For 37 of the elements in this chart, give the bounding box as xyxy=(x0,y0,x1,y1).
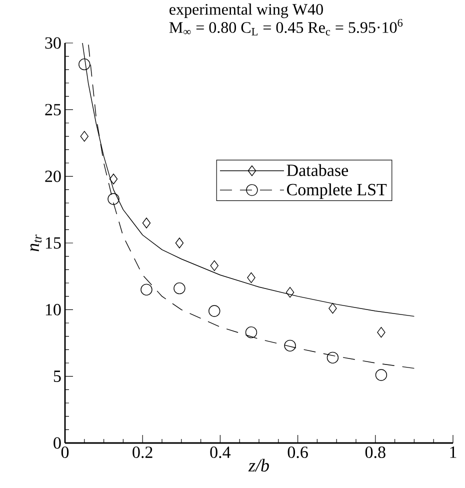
point xyxy=(245,326,258,338)
point xyxy=(174,282,186,294)
x-tick-label: 0.6 xyxy=(288,446,308,458)
point xyxy=(284,340,296,352)
y-tick-label: 5 xyxy=(54,370,61,382)
x-tick-label: 0 xyxy=(61,446,69,458)
y-tick-label: 30 xyxy=(45,37,61,49)
x-axis-title: z/b xyxy=(248,458,269,472)
y-tick-label: 20 xyxy=(45,170,61,182)
point xyxy=(80,130,88,142)
point xyxy=(328,302,337,314)
point xyxy=(326,352,339,364)
point xyxy=(78,58,90,70)
legend-label: Complete LST xyxy=(287,183,387,199)
y-tick-label: 25 xyxy=(45,104,61,116)
point xyxy=(210,260,218,272)
legend-label: Database xyxy=(286,164,348,176)
point xyxy=(109,174,118,184)
chart-subtitle: M$_{∞}$ = 0.80 C$_{L}$ = 0.45 Re$_{c}$ = 5.95·10$^{6}$ xyxy=(169,19,403,36)
point xyxy=(142,218,151,228)
x-tick-label: 0.8 xyxy=(365,446,386,458)
point xyxy=(375,369,388,381)
point xyxy=(286,286,294,298)
chart-title: experimental wing W40 xyxy=(170,4,323,18)
point xyxy=(108,193,120,205)
point xyxy=(140,284,152,296)
y-axis-title: n$_{tr}$ xyxy=(30,234,42,252)
x-tick-label: 0.4 xyxy=(210,446,231,458)
point xyxy=(208,305,220,317)
y-tick-label: 0 xyxy=(54,437,61,449)
x-tick-label: 0.2 xyxy=(132,446,152,458)
point xyxy=(175,238,184,248)
point xyxy=(247,272,256,284)
x-tick-label: 1 xyxy=(450,446,456,458)
point xyxy=(377,326,386,338)
y-tick-label: 15 xyxy=(46,237,61,249)
y-tick-label: 10 xyxy=(46,304,61,316)
